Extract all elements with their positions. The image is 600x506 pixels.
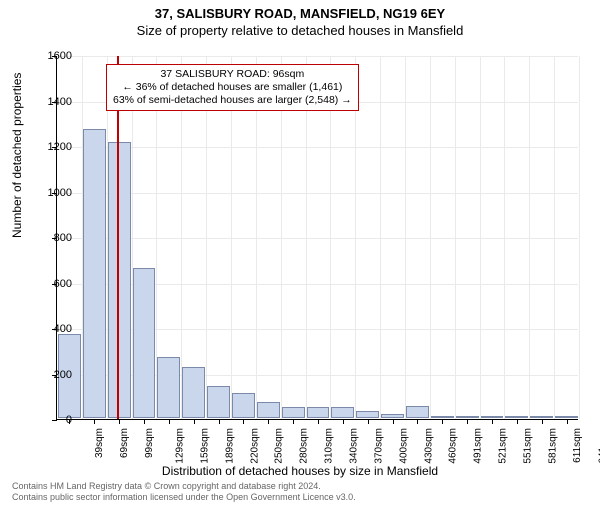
x-tick-mark [243,419,244,424]
histogram-bar [83,129,106,418]
histogram-bar [431,416,454,418]
x-tick-label: 581sqm [547,428,558,464]
gridline-h [57,193,578,194]
footer-line-2: Contains public sector information licen… [12,492,356,502]
gridline-v [405,56,406,419]
histogram-bar [555,416,578,418]
annotation-line-3: 63% of semi-detached houses are larger (… [113,94,352,107]
histogram-bar [331,407,354,418]
y-axis-label: Number of detached properties [10,73,24,238]
x-tick-mark [442,419,443,424]
y-tick-label: 0 [26,414,72,426]
x-tick-label: 159sqm [199,428,210,464]
x-tick-mark [194,419,195,424]
x-tick-mark [492,419,493,424]
gridline-h [57,238,578,239]
x-tick-mark [169,419,170,424]
x-tick-mark [517,419,518,424]
y-tick-label: 1000 [26,187,72,199]
x-tick-label: 460sqm [448,428,459,464]
x-tick-mark [542,419,543,424]
x-tick-label: 491sqm [473,428,484,464]
histogram-bar [505,416,528,418]
y-tick-label: 800 [26,232,72,244]
x-tick-label: 250sqm [274,428,285,464]
x-tick-label: 611sqm [572,428,583,463]
histogram-bar [157,357,180,418]
annotation-line-1: 37 SALISBURY ROAD: 96sqm [113,68,352,81]
x-tick-label: 99sqm [144,428,155,458]
x-tick-mark [368,419,369,424]
gridline-v [380,56,381,419]
histogram-bar [481,416,504,418]
histogram-bar [307,407,330,418]
gridline-v [579,56,580,419]
annotation-line-2: ← 36% of detached houses are smaller (1,… [113,81,352,94]
page-title-address: 37, SALISBURY ROAD, MANSFIELD, NG19 6EY [0,6,600,21]
histogram-bar [456,416,479,418]
histogram-bar [108,142,131,418]
gridline-h [57,147,578,148]
x-tick-mark [268,419,269,424]
x-tick-label: 129sqm [175,428,186,464]
annotation-box: 37 SALISBURY ROAD: 96sqm ← 36% of detach… [106,64,359,111]
histogram-bar [381,414,404,418]
histogram-bar [207,386,230,418]
x-tick-mark [467,419,468,424]
x-tick-mark [567,419,568,424]
gridline-h [57,56,578,57]
x-axis-label: Distribution of detached houses by size … [0,464,600,478]
x-tick-mark [293,419,294,424]
gridline-v [455,56,456,419]
x-tick-label: 280sqm [299,428,310,464]
histogram-bar [232,393,255,418]
histogram-bar [530,416,553,418]
gridline-v [480,56,481,419]
x-tick-mark [417,419,418,424]
x-tick-label: 521sqm [498,428,509,464]
x-tick-mark [318,419,319,424]
gridline-v [529,56,530,419]
footer-line-1: Contains HM Land Registry data © Crown c… [12,481,356,491]
x-tick-label: 310sqm [324,428,335,464]
x-tick-label: 340sqm [349,428,360,464]
x-tick-mark [144,419,145,424]
x-tick-mark [94,419,95,424]
x-tick-label: 430sqm [423,428,434,464]
y-tick-label: 400 [26,323,72,335]
x-tick-label: 69sqm [119,428,130,458]
y-tick-label: 200 [26,369,72,381]
histogram-bar [282,407,305,418]
footer-attribution: Contains HM Land Registry data © Crown c… [12,481,356,502]
histogram-bar [182,367,205,418]
y-tick-label: 1600 [26,50,72,62]
x-tick-label: 39sqm [94,428,105,458]
histogram-bar [257,402,280,418]
x-tick-mark [119,419,120,424]
x-tick-label: 551sqm [523,428,534,464]
y-tick-label: 1200 [26,141,72,153]
x-tick-label: 220sqm [249,428,260,464]
page-title-subtitle: Size of property relative to detached ho… [0,23,600,38]
y-tick-label: 600 [26,278,72,290]
histogram-bar [133,268,156,418]
histogram-bar [356,411,379,418]
x-tick-mark [393,419,394,424]
x-tick-mark [219,419,220,424]
histogram-chart: 37 SALISBURY ROAD: 96sqm ← 36% of detach… [56,56,578,420]
gridline-v [430,56,431,419]
gridline-v [554,56,555,419]
x-tick-mark [343,419,344,424]
gridline-v [504,56,505,419]
x-tick-label: 400sqm [398,428,409,464]
y-tick-label: 1400 [26,96,72,108]
histogram-bar [406,406,429,418]
x-tick-label: 189sqm [224,428,235,464]
x-tick-label: 370sqm [373,428,384,464]
